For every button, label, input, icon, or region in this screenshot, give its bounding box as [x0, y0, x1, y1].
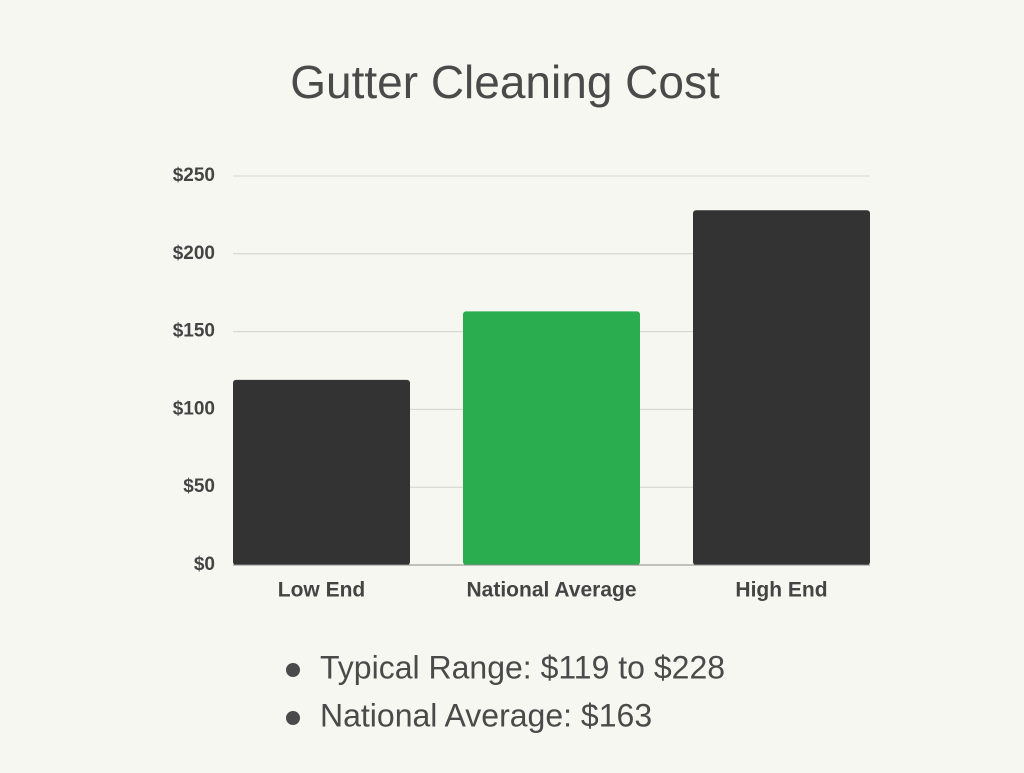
bullet — [286, 663, 300, 677]
x-tick-label: Low End — [278, 579, 366, 602]
bullet — [286, 711, 300, 725]
y-tick-label: $150 — [173, 321, 215, 342]
y-tick-label: $100 — [173, 398, 215, 419]
x-tick-label: National Average — [467, 579, 637, 602]
x-tick-label: High End — [735, 579, 827, 602]
y-tick-label: $50 — [183, 476, 215, 497]
bar — [693, 210, 870, 565]
y-tick-label: $250 — [173, 165, 215, 186]
bar — [233, 379, 410, 565]
y-tick-label: $200 — [173, 243, 215, 264]
bar — [463, 311, 640, 565]
y-tick-label: $0 — [194, 554, 215, 575]
note: Typical Range: $119 to $228 — [320, 649, 725, 685]
note: National Average: $163 — [320, 697, 652, 733]
chart-title: Gutter Cleaning Cost — [290, 56, 720, 108]
